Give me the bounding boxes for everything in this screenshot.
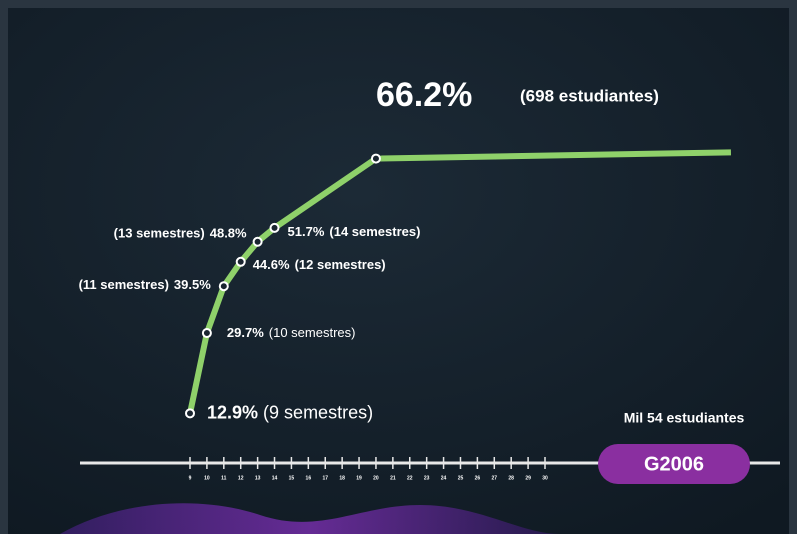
x-tick-label: 9 bbox=[189, 475, 192, 481]
point-note: (9 semestres) bbox=[263, 402, 373, 422]
x-tick-label: 27 bbox=[492, 475, 498, 481]
point bbox=[271, 224, 279, 232]
x-tick-label: 10 bbox=[204, 475, 210, 481]
page: G2006 Mil 54 estudiantes 9 10 11 12 13 14 15 16… bbox=[0, 0, 797, 534]
point-note: (11 semestres) bbox=[79, 278, 169, 293]
x-tick-label: 14 bbox=[272, 475, 278, 481]
x-tick-label: 23 bbox=[424, 475, 430, 481]
data-label: 51.7% (14 semestres) bbox=[288, 224, 421, 239]
x-tick-label: 30 bbox=[542, 475, 548, 481]
x-tick-label: 29 bbox=[525, 475, 531, 481]
value-label: 66.2% bbox=[376, 76, 472, 114]
point-note: (14 semestres) bbox=[329, 224, 420, 239]
x-tick-label: 19 bbox=[356, 475, 362, 481]
point-note: (13 semestres) bbox=[114, 226, 205, 241]
value-label: 39.5% bbox=[174, 278, 211, 293]
x-tick-label: 16 bbox=[306, 475, 312, 481]
point bbox=[237, 258, 245, 266]
x-tick-label: 21 bbox=[390, 475, 396, 481]
cohort-label: G2006 bbox=[644, 453, 704, 475]
point bbox=[203, 329, 211, 337]
point bbox=[254, 238, 262, 246]
chart: G2006 Mil 54 estudiantes 9 10 11 12 13 14 15 16… bbox=[0, 0, 797, 534]
x-tick-label: 26 bbox=[475, 475, 481, 481]
point bbox=[372, 155, 380, 163]
x-tick-label: 20 bbox=[373, 475, 379, 481]
x-tick-label: 24 bbox=[441, 475, 447, 481]
data-label: 44.6% (12 semestres) bbox=[253, 257, 386, 272]
point-note: (698 estudiantes) bbox=[520, 86, 659, 105]
value-label: 12.9% bbox=[207, 402, 258, 422]
data-label: 12.9%(9 semestres) bbox=[207, 402, 373, 422]
value-label: 51.7% bbox=[288, 224, 325, 239]
value-label: 29.7% bbox=[227, 325, 264, 340]
value-label: 48.8% bbox=[210, 226, 247, 241]
x-tick-label: 25 bbox=[458, 475, 464, 481]
x-tick-label: 13 bbox=[255, 475, 261, 481]
total-label: Mil 54 estudiantes bbox=[624, 410, 745, 426]
point bbox=[220, 282, 228, 290]
x-tick-label: 22 bbox=[407, 475, 413, 481]
value-label: 44.6% bbox=[253, 257, 290, 272]
data-label: (11 semestres) 39.5% bbox=[79, 278, 212, 293]
data-label: (13 semestres) 48.8% bbox=[114, 226, 247, 241]
point bbox=[186, 409, 194, 417]
x-tick-label: 12 bbox=[238, 475, 244, 481]
x-tick-label: 11 bbox=[221, 475, 227, 481]
x-tick-label: 18 bbox=[339, 475, 345, 481]
x-tick-label: 15 bbox=[289, 475, 295, 481]
point-note: (10 semestres) bbox=[269, 325, 356, 340]
x-tick-label: 28 bbox=[508, 475, 514, 481]
x-tick-label: 17 bbox=[322, 475, 328, 481]
data-label: 29.7% (10 semestres) bbox=[227, 325, 356, 340]
point-note: (12 semestres) bbox=[295, 257, 386, 272]
